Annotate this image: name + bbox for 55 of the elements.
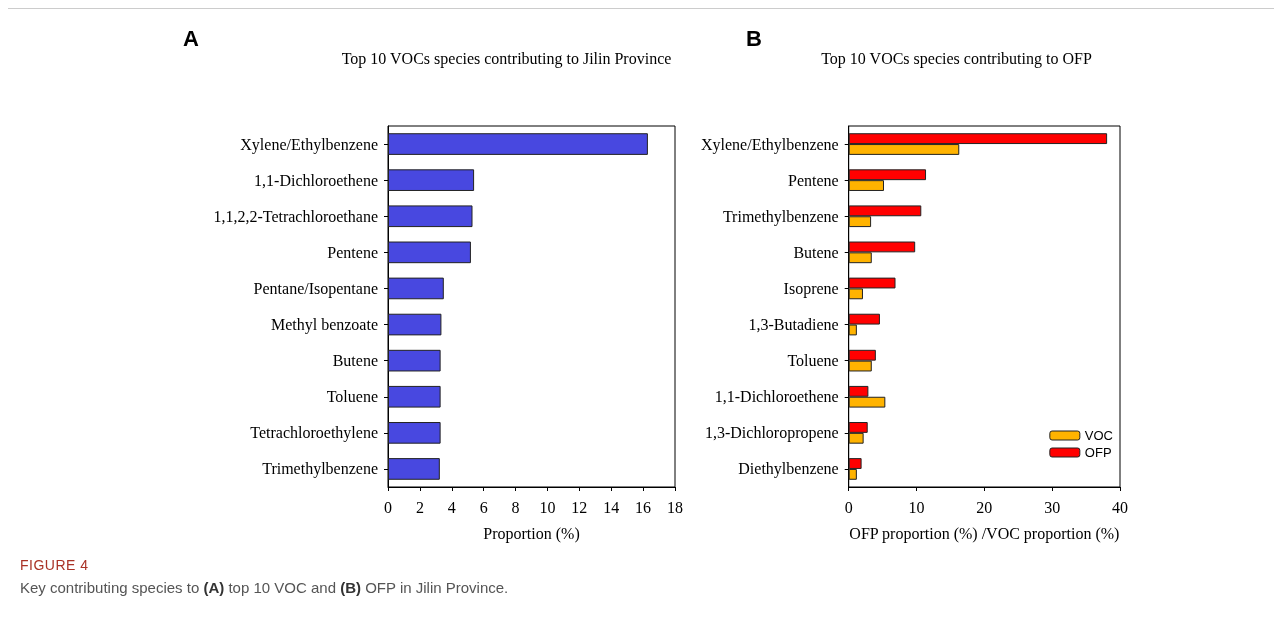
text: A <box>183 25 199 51</box>
bar <box>388 277 444 300</box>
legend-label: OFP <box>1084 445 1112 460</box>
caption: FIGURE 4 <box>20 557 90 573</box>
bar <box>388 349 441 372</box>
y-tick-label: 1,1-Dichloroethene <box>254 171 378 189</box>
x-tick-label: 0 <box>844 498 853 516</box>
x-tick-label: 2 <box>415 498 424 516</box>
bar <box>388 169 475 191</box>
chart-title: Top 10 VOCs species contributing to Jilin Province <box>341 49 672 68</box>
x-axis-title: Proportion (%) <box>483 524 580 543</box>
bar <box>388 313 442 336</box>
y-tick-label: Toluene <box>326 388 378 406</box>
y-tick-label: Trimethylbenzene <box>262 460 378 479</box>
bar <box>388 241 471 264</box>
bar <box>388 133 648 155</box>
y-tick-label: Butene <box>332 352 378 370</box>
x-tick-label: 4 <box>447 498 456 516</box>
text: B <box>746 25 762 51</box>
bar <box>388 205 473 228</box>
x-tick-label: 12 <box>571 498 588 516</box>
y-tick-label: Toluene <box>787 352 839 370</box>
x-tick-label: 6 <box>479 498 488 516</box>
text: Key contributing species to (A) top 10 VOC and (B) OFP in Jilin Province. <box>20 579 509 596</box>
bar <box>388 422 441 444</box>
x-tick-label: 10 <box>908 498 925 516</box>
y-tick-label: Tetrachloroethylene <box>250 424 378 443</box>
y-tick-label: Pentene <box>327 243 378 261</box>
y-tick-label: Trimethylbenzene <box>722 207 839 226</box>
y-tick-label: Xylene/Ethylbenzene <box>701 135 839 154</box>
x-tick-label: 0 <box>384 498 392 516</box>
legend-label: VOC <box>1084 428 1113 443</box>
y-tick-label: 1,1,2,2-Tetrachloroethane <box>213 207 378 225</box>
x-tick-label: 30 <box>1044 498 1061 516</box>
y-tick-label: 1,3-Dichloropropene <box>704 424 839 443</box>
x-axis-title: OFP proportion (%) /VOC proportion (%) <box>849 524 1120 543</box>
x-tick-label: 16 <box>635 498 652 516</box>
y-tick-label: Isoprene <box>783 279 839 298</box>
x-tick-label: 10 <box>539 498 556 516</box>
x-tick-label: 14 <box>603 498 620 516</box>
y-tick-label: Pentane/Isopentane <box>253 279 378 298</box>
y-tick-label: Diethylbenzene <box>738 460 839 479</box>
y-tick-label: Butene <box>793 243 839 261</box>
y-tick-label: Pentene <box>788 171 839 189</box>
y-tick-label: 1,1-Dichloroethene <box>714 388 839 406</box>
x-tick-label: 40 <box>1112 498 1128 516</box>
bar <box>388 458 440 480</box>
y-tick-label: Xylene/Ethylbenzene <box>240 135 378 154</box>
x-tick-label: 20 <box>976 498 993 516</box>
bar <box>388 385 441 408</box>
y-tick-label: Methyl benzoate <box>270 316 378 335</box>
x-tick-label: 8 <box>511 498 520 516</box>
chart-title: Top 10 VOCs species contributing to OFP <box>821 49 1092 68</box>
x-tick-label: 18 <box>667 498 683 516</box>
y-tick-label: 1,3-Butadiene <box>748 316 839 334</box>
